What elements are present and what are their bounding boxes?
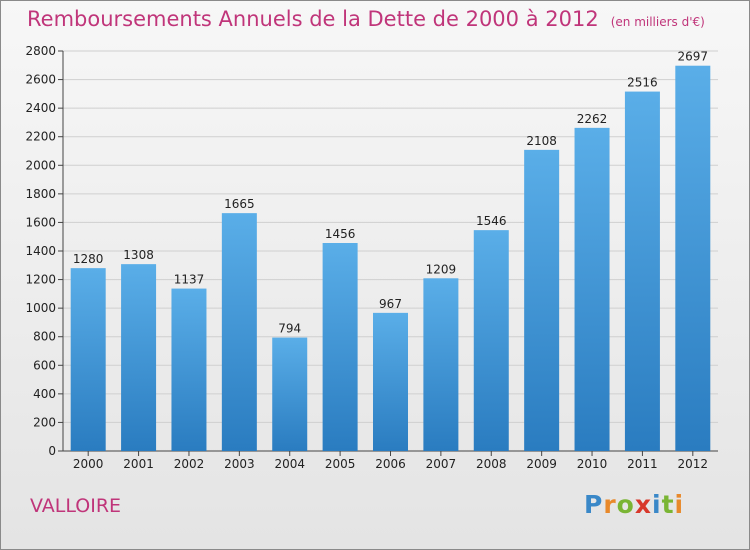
bar xyxy=(121,264,157,451)
data-label: 1546 xyxy=(476,214,507,228)
bar xyxy=(624,91,660,452)
y-tick-label: 400 xyxy=(33,387,56,401)
data-label: 1665 xyxy=(224,197,255,211)
y-tick-label: 800 xyxy=(33,330,56,344)
x-tick-label: 2007 xyxy=(426,457,457,471)
bar xyxy=(675,65,711,451)
y-tick-label: 600 xyxy=(33,358,56,372)
x-tick-label: 2002 xyxy=(174,457,205,471)
bar xyxy=(221,213,257,451)
commune-name: VALLOIRE xyxy=(30,495,122,517)
y-tick-label: 0 xyxy=(48,444,56,458)
x-tick-label: 2000 xyxy=(73,457,104,471)
y-tick-label: 1200 xyxy=(25,273,56,287)
x-tick-label: 2003 xyxy=(224,457,255,471)
bar xyxy=(171,288,207,451)
data-label: 1456 xyxy=(325,227,356,241)
bar xyxy=(574,127,610,451)
y-tick-label: 2800 xyxy=(25,44,56,58)
data-label: 794 xyxy=(278,322,301,336)
x-tick-label: 2010 xyxy=(577,457,608,471)
y-tick-label: 2600 xyxy=(25,73,56,87)
bar xyxy=(473,230,509,451)
bar xyxy=(524,149,560,451)
data-label: 2516 xyxy=(627,76,658,90)
y-tick-label: 1400 xyxy=(25,244,56,258)
data-label: 2262 xyxy=(577,112,608,126)
y-tick-label: 200 xyxy=(33,415,56,429)
x-tick-label: 2001 xyxy=(123,457,154,471)
y-tick-label: 2000 xyxy=(25,158,56,172)
x-tick-label: 2005 xyxy=(325,457,356,471)
chart-title: Remboursements Annuels de la Dette de 20… xyxy=(27,7,705,31)
data-label: 1137 xyxy=(174,273,205,287)
data-label: 967 xyxy=(379,297,402,311)
y-tick-label: 1000 xyxy=(25,301,56,315)
bar xyxy=(272,337,308,451)
x-tick-label: 2004 xyxy=(274,457,305,471)
x-tick-label: 2009 xyxy=(526,457,557,471)
unit-label: (en milliers d'€) xyxy=(610,15,705,29)
y-tick-label: 1600 xyxy=(25,215,56,229)
data-label: 1280 xyxy=(73,252,104,266)
data-label: 1308 xyxy=(123,248,154,262)
title-text: Remboursements Annuels de la Dette de 20… xyxy=(27,7,599,31)
x-tick-label: 2012 xyxy=(678,457,709,471)
data-label: 2697 xyxy=(678,50,709,64)
bar xyxy=(423,278,459,451)
x-tick-label: 2011 xyxy=(627,457,658,471)
bar xyxy=(373,312,408,451)
data-label: 1209 xyxy=(426,262,457,276)
x-tick-label: 2006 xyxy=(375,457,406,471)
y-tick-label: 2200 xyxy=(25,130,56,144)
data-labels: 1280 1308 1137 1665 794 1456 967 1209 1546 2108 22… xyxy=(73,50,708,336)
bar xyxy=(322,243,358,451)
x-tick-label: 2008 xyxy=(476,457,507,471)
y-tick-label: 1800 xyxy=(25,187,56,201)
data-label: 2108 xyxy=(526,134,557,148)
y-tick-label: 2400 xyxy=(25,101,56,115)
bar xyxy=(70,268,106,451)
bars xyxy=(70,65,711,452)
proxiti-logo: Proxiti xyxy=(584,490,685,519)
